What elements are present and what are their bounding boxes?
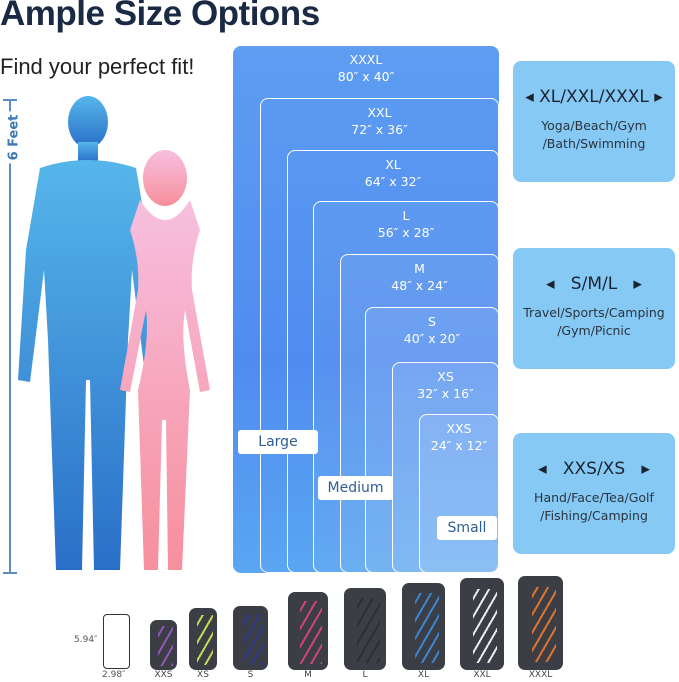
group-label-small: Small (437, 516, 497, 540)
towel-label: XXL (473, 670, 491, 680)
card-uses: Hand/Face/Tea/Golf (534, 490, 654, 505)
use-card-medium: ◂ S/M/L ▸ Travel/Sports/Camping/Gym/Picni… (513, 248, 675, 369)
card-heading-text: XL/XXL/XXXL (539, 87, 649, 107)
towel-label: XS (197, 670, 209, 680)
size-name: XS (437, 369, 454, 384)
height-ruler (9, 100, 11, 573)
phone-reference-icon (103, 614, 130, 669)
towel-xxs (150, 620, 177, 670)
card-uses: Travel/Sports/Camping (523, 305, 665, 320)
towel-label: L (362, 670, 368, 680)
towel-label: S (247, 670, 254, 680)
size-name: S (428, 314, 436, 329)
size-name: XXL (367, 105, 392, 120)
phone-height: 5.94″ (74, 635, 98, 645)
size-box-l: L 56″ x 28″ (313, 201, 499, 573)
ruler-tick-bottom (3, 572, 17, 574)
size-name: XXXL (349, 52, 383, 67)
group-label-large: Large (238, 430, 318, 454)
towel-s (233, 606, 268, 670)
size-dims: 64″ x 32″ (364, 174, 422, 189)
card-heading: ◂ XXS/XS ▸ (538, 459, 650, 479)
human-silhouettes (18, 96, 210, 570)
towel-label: M (304, 670, 312, 680)
size-name: L (402, 208, 410, 223)
size-dims: 24″ x 12″ (430, 438, 488, 453)
card-uses: /Gym/Picnic (557, 323, 631, 338)
towel-label: XXXL (528, 670, 553, 680)
towel-label: XL (417, 670, 430, 680)
ruler-tick-top (3, 99, 17, 101)
towel-label: XXS (154, 670, 173, 680)
size-name: XXS (446, 421, 472, 436)
group-label-medium: Medium (318, 476, 393, 500)
card-uses: Yoga/Beach/Gym (541, 118, 647, 133)
male-silhouette (18, 96, 158, 570)
size-dims: 40″ x 20″ (403, 331, 461, 346)
card-heading: ◂ XL/XXL/XXXL ▸ (525, 87, 663, 107)
towel-xxxl (518, 576, 563, 670)
towel-l (344, 588, 386, 670)
towel-xs (189, 608, 217, 670)
card-heading-text: S/M/L (570, 274, 618, 294)
card-uses: /Bath/Swimming (542, 136, 646, 151)
size-dims: 56″ x 28″ (377, 225, 435, 240)
size-box-xxs: XXS 24″ x 12″ (419, 414, 499, 573)
size-dims: 32″ x 16″ (417, 386, 474, 401)
size-name: M (414, 261, 425, 276)
card-heading: ◂ S/M/L ▸ (546, 274, 642, 294)
use-card-small: ◂ XXS/XS ▸ Hand/Face/Tea/Golf/Fishing/Cam… (513, 433, 675, 554)
size-dims: 72″ x 36″ (351, 122, 408, 137)
title: Ample Size Options (0, 0, 320, 33)
size-dims: 80″ x 40″ (337, 69, 395, 84)
subtitle: Find your perfect fit! (0, 54, 195, 79)
card-heading-text: XXS/XS (562, 459, 626, 479)
use-card-large: ◂ XL/XXL/XXXL ▸ Yoga/Beach/Gym/Bath/Swimm… (513, 61, 675, 182)
phone-width: 2.98″ (102, 670, 126, 680)
female-silhouette (120, 150, 210, 570)
towel-xxl (460, 578, 504, 670)
towel-xl (402, 583, 445, 670)
card-uses: /Fishing/Camping (540, 508, 648, 523)
towel-m (288, 592, 328, 670)
size-name: XL (385, 157, 401, 172)
size-dims: 48″ x 24″ (391, 278, 448, 293)
